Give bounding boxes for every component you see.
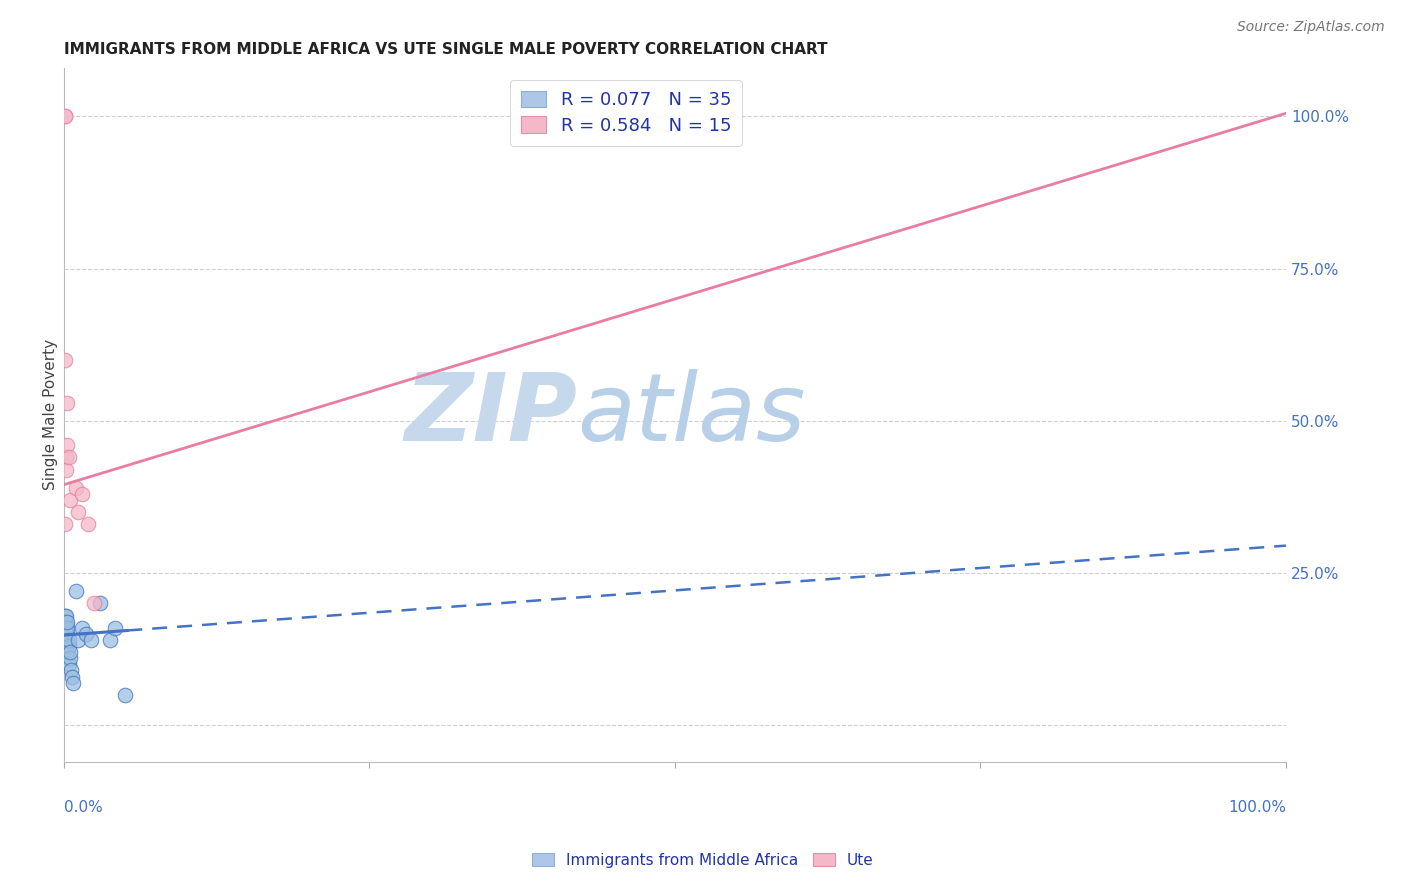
Point: [79, 632, 101, 647]
Point: [83, 597, 105, 611]
Point: [59, 651, 82, 665]
Point: [58, 657, 80, 672]
Point: [55, 621, 77, 635]
Point: [58, 450, 80, 465]
Text: 100.0%: 100.0%: [1227, 800, 1286, 815]
Point: [56, 621, 79, 635]
Point: [53, 109, 76, 123]
Point: [55, 627, 77, 641]
Point: [53, 627, 76, 641]
Point: [56, 615, 79, 629]
Point: [70, 487, 93, 501]
Point: [104, 621, 127, 635]
Point: [60, 669, 83, 683]
Point: [53, 639, 76, 653]
Point: [58, 639, 80, 653]
Point: [60, 664, 83, 678]
Text: 0.0%: 0.0%: [63, 800, 103, 815]
Point: [65, 481, 87, 495]
Point: [55, 615, 77, 629]
Point: [53, 621, 76, 635]
Point: [55, 462, 77, 476]
Point: [56, 395, 79, 409]
Point: [53, 615, 76, 629]
Point: [53, 608, 76, 623]
Y-axis label: Single Male Poverty: Single Male Poverty: [44, 339, 58, 491]
Text: ZIP: ZIP: [404, 368, 576, 460]
Point: [55, 627, 77, 641]
Point: [62, 675, 84, 690]
Point: [58, 632, 80, 647]
Point: [67, 632, 90, 647]
Point: [67, 505, 90, 519]
Point: [59, 645, 82, 659]
Point: [55, 608, 77, 623]
Text: IMMIGRANTS FROM MIDDLE AFRICA VS UTE SINGLE MALE POVERTY CORRELATION CHART: IMMIGRANTS FROM MIDDLE AFRICA VS UTE SIN…: [63, 42, 827, 57]
Point: [56, 632, 79, 647]
Legend: R = 0.077   N = 35, R = 0.584   N = 15: R = 0.077 N = 35, R = 0.584 N = 15: [510, 80, 742, 145]
Point: [53, 352, 76, 367]
Point: [56, 438, 79, 452]
Point: [70, 621, 93, 635]
Point: [55, 639, 77, 653]
Text: Source: ZipAtlas.com: Source: ZipAtlas.com: [1237, 20, 1385, 34]
Legend: Immigrants from Middle Africa, Ute: Immigrants from Middle Africa, Ute: [526, 847, 880, 873]
Point: [59, 492, 82, 507]
Point: [98, 632, 121, 647]
Point: [53, 517, 76, 532]
Point: [55, 450, 77, 465]
Point: [53, 621, 76, 635]
Point: [114, 688, 136, 702]
Text: atlas: atlas: [576, 369, 806, 460]
Point: [53, 109, 76, 123]
Point: [65, 584, 87, 599]
Point: [89, 597, 111, 611]
Point: [75, 627, 97, 641]
Point: [55, 632, 77, 647]
Point: [56, 627, 79, 641]
Point: [56, 645, 79, 659]
Point: [77, 517, 100, 532]
